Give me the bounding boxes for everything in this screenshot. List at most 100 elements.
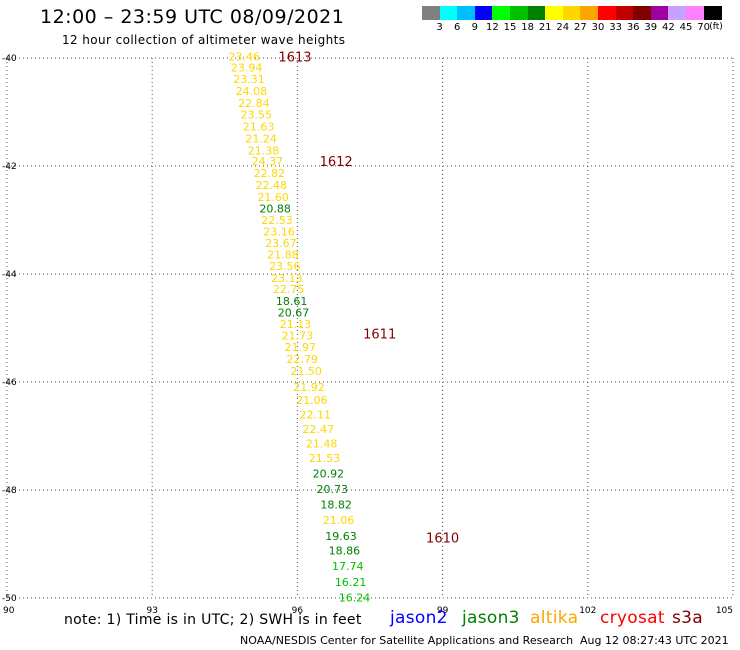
data-point-label: 22.79 <box>286 353 318 366</box>
legend-swatch <box>562 6 581 20</box>
data-point-label: 22.11 <box>300 408 332 421</box>
data-point-label: 23.94 <box>231 62 263 75</box>
data-point-label: 22.48 <box>256 179 288 192</box>
data-point-label: 23.56 <box>269 260 301 273</box>
data-point-label: 18.82 <box>320 499 352 512</box>
legend-swatch <box>457 6 476 20</box>
data-point-label: 21.97 <box>285 341 317 354</box>
data-point-label: 20.73 <box>316 483 348 496</box>
y-tick-label: -48 <box>2 486 17 496</box>
legend-label: 33 <box>609 22 622 33</box>
satellite-name: jason2 <box>390 608 448 628</box>
data-point-label: 21.60 <box>257 191 289 204</box>
data-point-label: 22.75 <box>273 283 305 296</box>
data-point-label: 23.13 <box>271 272 303 285</box>
data-point-label: 21.13 <box>280 318 312 331</box>
data-point-label: 21.63 <box>243 121 275 134</box>
legend-label: 42 <box>662 22 675 33</box>
data-point-label: 23.46 <box>228 50 260 63</box>
data-point-label: 18.61 <box>276 295 308 308</box>
y-tick-label: -50 <box>2 594 17 604</box>
data-point-label: 18.86 <box>329 544 361 557</box>
credit-text: NOAA/NESDIS Center for Satellite Applica… <box>240 634 574 647</box>
data-point-label: 23.16 <box>263 225 295 238</box>
legend-swatch <box>686 6 705 20</box>
legend-label: 21 <box>538 22 552 33</box>
legend-label: 12 <box>486 22 499 33</box>
data-point-label: 21.50 <box>290 365 322 378</box>
data-point-label: 21.48 <box>306 438 338 451</box>
x-tick-label: 96 <box>292 606 304 616</box>
legend-label: 15 <box>503 22 517 33</box>
data-point-label: 17.74 <box>332 560 364 573</box>
data-point-label: 22.47 <box>302 423 334 436</box>
legend-label: 39 <box>644 22 658 33</box>
chart-subtitle: 12 hour collection of altimeter wave hei… <box>62 33 346 47</box>
legend-swatch <box>439 6 458 20</box>
legend-swatch <box>633 6 652 20</box>
legend-swatch <box>703 6 722 20</box>
data-point-label: 21.73 <box>282 330 314 343</box>
track-id-label: 1611 <box>363 327 396 342</box>
footnote: note: 1) Time is in UTC; 2) SWH is in fe… <box>64 612 362 628</box>
data-point-label: 22.84 <box>238 97 270 110</box>
legend-label: 24 <box>556 22 570 33</box>
data-point-label: 21.06 <box>296 394 328 407</box>
legend-label: 9 <box>471 22 478 33</box>
x-tick-label: 93 <box>146 606 157 616</box>
legend-swatch <box>474 6 493 20</box>
data-point-label: 24.37 <box>252 155 284 168</box>
satellite-name: jason3 <box>462 608 520 628</box>
data-point-label: 16.24 <box>339 591 371 604</box>
data-point-label: 24.08 <box>236 85 268 98</box>
x-tick-label: 99 <box>437 606 449 616</box>
y-tick-label: -42 <box>2 162 17 172</box>
data-point-label: 16.21 <box>335 576 367 589</box>
y-tick-label: -46 <box>2 378 17 388</box>
legend-swatch <box>580 6 599 20</box>
legend-swatch <box>422 6 441 20</box>
timestamp: Aug 12 08:27:43 UTC 2021 <box>580 634 729 647</box>
legend-swatch <box>545 6 564 20</box>
legend-label: 70 <box>697 22 710 33</box>
legend-swatch <box>527 6 546 20</box>
legend-label: 18 <box>521 22 534 33</box>
data-point-label: 21.88 <box>267 249 299 262</box>
data-point-label: 22.53 <box>261 214 293 227</box>
legend-label: 3 <box>436 22 443 33</box>
data-point-label: 21.24 <box>245 132 277 145</box>
legend-label: 45 <box>679 22 693 33</box>
data-point-label: 21.53 <box>309 452 341 465</box>
legend-swatch <box>650 6 669 20</box>
data-point-label: 21.92 <box>293 381 325 394</box>
legend-label: 6 <box>454 22 461 33</box>
y-tick-label: -40 <box>2 54 17 64</box>
data-point-label: 23.55 <box>241 109 273 122</box>
legend-swatch <box>510 6 529 20</box>
x-tick-label: 102 <box>579 606 596 616</box>
satellite-name: altika <box>530 608 579 628</box>
legend-label: 30 <box>591 22 605 33</box>
legend-label: 27 <box>574 22 587 33</box>
track-id-label: 1610 <box>426 532 459 547</box>
satellite-name: s3a <box>672 608 703 628</box>
y-tick-label: -44 <box>2 270 17 280</box>
data-point-label: 19.63 <box>325 530 357 543</box>
data-point-label: 21.38 <box>248 144 280 157</box>
data-point-label: 20.67 <box>278 306 310 319</box>
legend-swatch <box>598 6 617 20</box>
x-tick-label: 105 <box>716 606 733 616</box>
data-point-label: 20.88 <box>259 203 291 216</box>
track-id-label: 1613 <box>278 50 311 65</box>
legend-label: 36 <box>626 22 640 33</box>
chart-title: 12:00 – 23:59 UTC 08/09/2021 <box>40 6 345 28</box>
legend-unit: (ft) <box>709 22 723 32</box>
data-point-label: 22.82 <box>254 167 286 180</box>
track-id-label: 1612 <box>320 155 353 170</box>
x-tick-label: 90 <box>3 606 15 616</box>
data-point-label: 23.67 <box>265 237 297 250</box>
legend-swatch <box>668 6 687 20</box>
legend-swatch <box>492 6 511 20</box>
data-point-label: 21.06 <box>323 514 355 527</box>
